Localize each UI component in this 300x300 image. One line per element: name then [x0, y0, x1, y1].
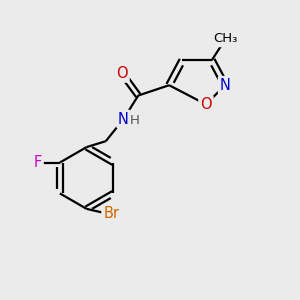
Text: O: O [200, 97, 212, 112]
Text: F: F [34, 155, 42, 170]
Text: N: N [220, 78, 230, 93]
Text: CH₃: CH₃ [213, 32, 237, 46]
Text: N: N [118, 112, 129, 127]
Text: O: O [116, 66, 128, 81]
Text: Br: Br [103, 206, 119, 221]
Text: H: H [130, 114, 140, 127]
